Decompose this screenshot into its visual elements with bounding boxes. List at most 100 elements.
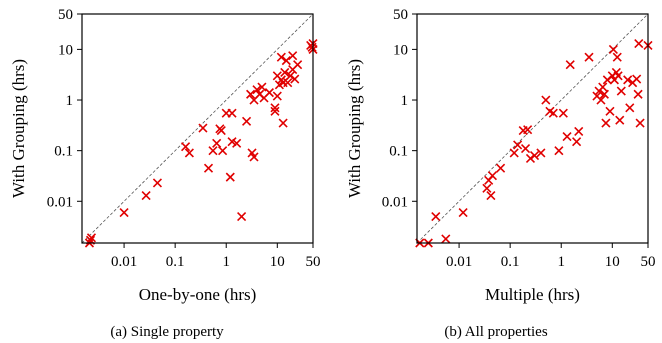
x-tick-label: 1 — [557, 254, 565, 270]
x-tick-label: 1 — [222, 254, 230, 270]
data-point — [523, 125, 533, 135]
data-point — [212, 138, 222, 148]
data-point — [520, 143, 531, 154]
data-point — [203, 163, 214, 173]
y-tick-label: 50 — [393, 7, 408, 23]
data-point — [264, 88, 274, 98]
x-tick-label: 0.01 — [111, 254, 137, 270]
data-point — [458, 207, 468, 218]
data-point — [285, 71, 295, 81]
data-point — [625, 103, 635, 113]
y-tick-label: 50 — [58, 7, 73, 23]
data-point — [601, 118, 611, 128]
data-point — [572, 137, 582, 147]
data-point — [509, 148, 519, 158]
x-tick-label: 0.01 — [446, 254, 472, 270]
data-point — [623, 75, 633, 85]
data-point — [536, 148, 546, 158]
data-point — [152, 178, 163, 188]
data-point — [218, 146, 228, 156]
data-point — [513, 140, 523, 150]
data-point — [584, 52, 594, 62]
data-point — [487, 171, 498, 181]
y-axis-label: With Grouping (hrs) — [9, 59, 28, 198]
data-point — [441, 234, 451, 244]
data-point — [281, 56, 291, 66]
y-tick-label: 0.01 — [382, 194, 408, 210]
data-point — [270, 106, 280, 116]
x-axis-label: One-by-one (hrs) — [139, 285, 257, 304]
data-point — [632, 74, 642, 84]
data-point — [181, 142, 191, 152]
data-point — [635, 118, 645, 128]
data-point — [252, 85, 262, 95]
y-axis-label: With Grouping (hrs) — [345, 59, 364, 198]
y-tick-label: 1 — [401, 93, 409, 109]
data-point — [86, 233, 97, 243]
data-point — [596, 95, 606, 105]
data-point — [608, 44, 618, 54]
plot-area — [415, 13, 653, 248]
data-point — [280, 67, 290, 78]
data-point — [227, 108, 237, 118]
y-tick-label: 0.1 — [54, 144, 73, 160]
data-point — [272, 91, 282, 101]
y-tick-label: 0.01 — [47, 194, 73, 210]
y-tick-label: 10 — [58, 42, 73, 58]
y-tick-label: 10 — [393, 42, 408, 58]
data-point — [270, 103, 280, 113]
x-axis-label: Multiple (hrs) — [485, 285, 580, 304]
data-point — [612, 52, 622, 62]
data-point — [208, 146, 218, 156]
data-point — [276, 52, 286, 62]
data-point — [529, 150, 540, 161]
data-point — [288, 51, 298, 61]
data-point — [558, 108, 568, 118]
data-point — [605, 106, 615, 116]
data-point — [574, 126, 584, 136]
data-point — [486, 190, 496, 201]
data-point — [548, 108, 558, 118]
x-tick-label: 10 — [270, 254, 285, 270]
x-tick-label: 0.1 — [501, 254, 520, 270]
data-point — [257, 82, 267, 92]
chart-panel-a: 0.01 0.1 1 10 50 0.01 0.1 1 10 50 One-by-one (hrs… — [9, 7, 321, 340]
subfigure-caption: (a) Single property — [110, 324, 224, 340]
data-point — [541, 95, 551, 105]
x-tick-label: 10 — [605, 254, 620, 270]
data-point — [496, 163, 506, 173]
data-point — [241, 116, 252, 126]
data-point — [278, 118, 288, 128]
data-point — [198, 123, 208, 133]
subfigure-caption: (b) All properties — [444, 324, 547, 340]
plot-frame — [416, 13, 649, 244]
data-point — [237, 211, 247, 222]
data-point — [633, 89, 643, 99]
plot-frame — [81, 13, 314, 244]
data-point — [598, 82, 608, 92]
y-tick-label: 1 — [66, 93, 74, 109]
plot-area — [81, 13, 318, 248]
data-point — [554, 146, 564, 156]
x-tick-label: 50 — [306, 254, 321, 270]
data-point — [482, 183, 492, 193]
data-point — [216, 125, 226, 136]
axis-ticks: 0.01 0.1 1 10 50 0.01 0.1 1 10 50 — [382, 7, 656, 270]
data-point — [249, 152, 259, 162]
data-point — [431, 211, 441, 222]
y-tick-label: 0.1 — [389, 144, 408, 160]
data-point — [184, 148, 194, 158]
data-point — [634, 39, 644, 49]
data-point — [225, 172, 235, 182]
data-point — [290, 74, 300, 84]
x-tick-label: 0.1 — [166, 254, 185, 270]
x-tick-label: 50 — [641, 254, 656, 270]
data-point — [615, 115, 625, 125]
data-point — [616, 86, 626, 96]
data-point — [562, 131, 572, 142]
reference-line-y-equals-x — [81, 13, 314, 244]
data-point — [119, 207, 129, 218]
data-point — [141, 190, 151, 201]
